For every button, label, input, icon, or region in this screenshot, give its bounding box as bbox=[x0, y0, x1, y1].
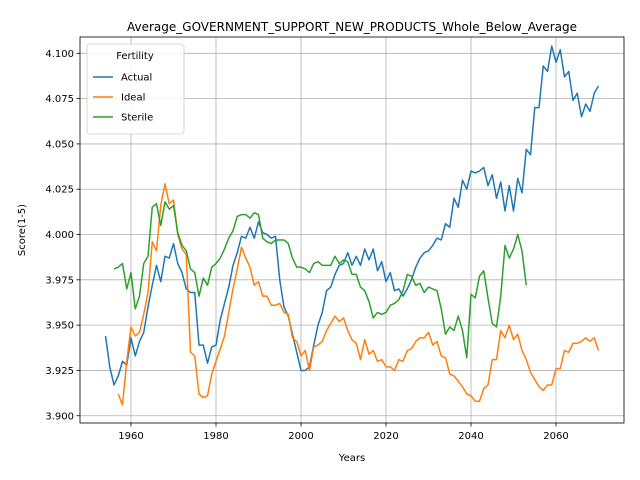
legend-entries: Actual Ideal Sterile bbox=[93, 73, 153, 124]
y-tick-label: 3.925 bbox=[45, 366, 74, 377]
y-tick-label: 4.075 bbox=[45, 94, 74, 105]
x-tick-label: 2060 bbox=[543, 431, 568, 442]
x-tick-label: 1960 bbox=[118, 431, 143, 442]
legend-label-actual: Actual bbox=[121, 73, 152, 84]
x-axis-label: Years bbox=[338, 453, 365, 464]
y-tick-label: 4.100 bbox=[45, 49, 74, 60]
legend-box bbox=[86, 43, 185, 135]
x-tick-label: 2000 bbox=[288, 431, 313, 442]
series-lines bbox=[104, 45, 600, 406]
x-tick-label: 2020 bbox=[373, 431, 398, 442]
y-tick-label: 3.950 bbox=[45, 321, 74, 332]
y-tick-label: 3.975 bbox=[45, 275, 74, 286]
axis-ticks: 1960 1980 2000 2020 2040 2060 3.900 3.925 3.950 3… bbox=[45, 49, 568, 442]
legend-label-sterile: Sterile bbox=[121, 113, 153, 124]
x-tick-label: 1980 bbox=[203, 431, 228, 442]
y-tick-label: 4.000 bbox=[45, 230, 74, 241]
series-line-ideal bbox=[117, 183, 600, 406]
chart-title: Average_GOVERNMENT_SUPPORT_NEW_PRODUCTS_… bbox=[127, 20, 577, 34]
y-tick-label: 3.900 bbox=[45, 411, 74, 422]
grid bbox=[80, 37, 624, 423]
y-tick-label: 4.050 bbox=[45, 139, 74, 150]
series-line-sterile bbox=[113, 201, 527, 359]
legend-title: Fertility bbox=[116, 51, 154, 62]
legend-label-ideal: Ideal bbox=[121, 93, 145, 104]
y-tick-label: 4.025 bbox=[45, 185, 74, 196]
legend: Fertility Actual Ideal Sterile bbox=[86, 43, 185, 135]
x-tick-label: 2040 bbox=[458, 431, 483, 442]
y-axis-label: Score(1-5) bbox=[17, 204, 28, 256]
plot-frame bbox=[79, 36, 625, 424]
